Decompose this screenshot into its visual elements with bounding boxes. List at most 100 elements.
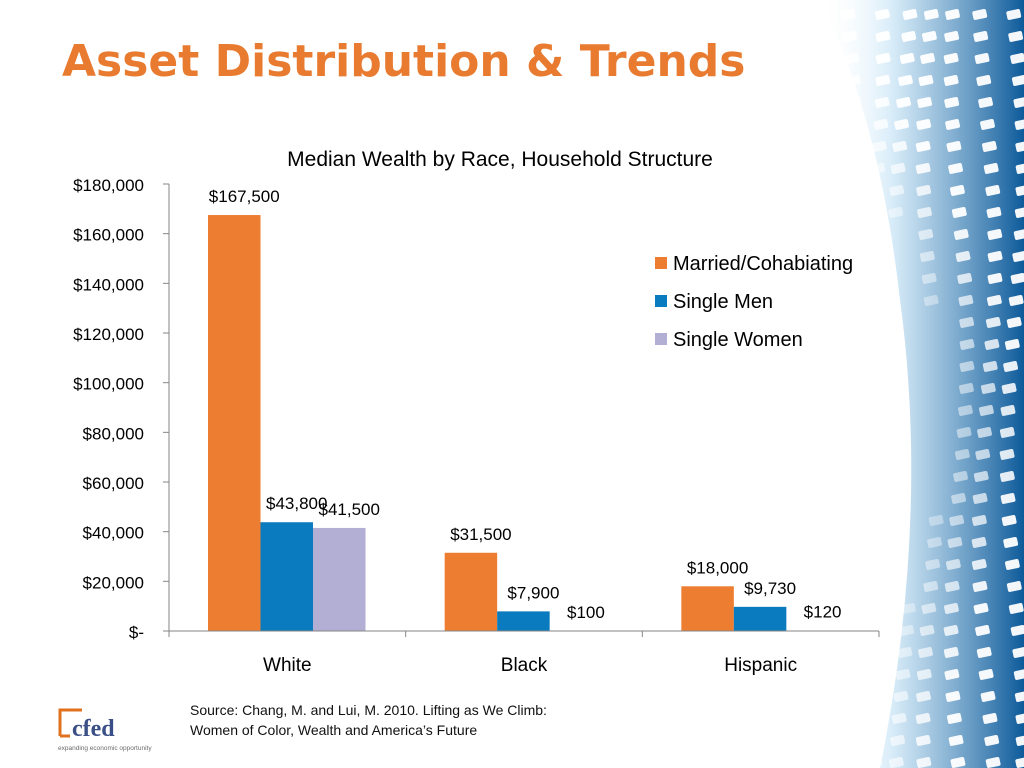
background-tile — [986, 207, 1002, 218]
legend-label: Married/Cohabiating — [673, 253, 853, 275]
background-tile — [868, 185, 884, 196]
background-tile — [895, 669, 911, 680]
chart-title: Median Wealth by Race, Household Structu… — [287, 148, 713, 171]
background-tile — [873, 691, 888, 702]
background-tile — [987, 251, 1003, 262]
background-tile — [959, 317, 975, 328]
background-tile — [890, 735, 906, 746]
x-category-label: Black — [501, 655, 548, 676]
background-tile — [1001, 383, 1017, 394]
background-tile — [923, 295, 939, 306]
background-tile — [971, 515, 987, 526]
background-tile — [959, 361, 975, 372]
background-tile — [987, 273, 1003, 284]
background-tile — [917, 97, 933, 108]
background-tile — [953, 471, 968, 482]
background-tile — [959, 383, 974, 394]
background-tile — [1014, 207, 1024, 218]
background-tile — [972, 493, 988, 504]
background-tile — [1010, 273, 1024, 284]
data-label: $7,900 — [507, 583, 559, 602]
background-tile — [889, 185, 905, 196]
logo-wordmark: cfed — [72, 716, 115, 742]
background-tile — [915, 141, 931, 152]
legend-swatch — [655, 257, 667, 269]
background-tile — [901, 31, 917, 42]
background-tile — [948, 163, 963, 174]
background-tile — [945, 9, 960, 20]
background-tile — [894, 119, 909, 130]
background-tile — [871, 141, 887, 152]
bar-white-2 — [260, 522, 313, 631]
background-tile — [999, 471, 1015, 482]
background-tile — [919, 625, 935, 636]
background-tile — [943, 53, 959, 64]
background-tile — [945, 559, 961, 570]
background-tile — [874, 97, 890, 108]
background-tile — [1008, 603, 1024, 614]
background-tile — [980, 383, 996, 394]
data-label: $43,800 — [266, 494, 327, 513]
background-tile — [842, 31, 858, 42]
y-tick-label: $20,000 — [83, 573, 144, 592]
data-label: $41,500 — [319, 500, 380, 519]
background-tile — [1012, 251, 1024, 262]
background-tile — [974, 53, 990, 64]
x-category-label: White — [263, 655, 312, 676]
background-tile — [949, 515, 965, 526]
logo-tagline: expanding economic opportunity — [58, 745, 152, 752]
background-tile — [980, 119, 995, 130]
background-tile — [845, 75, 861, 86]
y-tick-label: $80,000 — [83, 424, 144, 443]
background-tile — [975, 449, 991, 460]
background-tile — [1015, 185, 1024, 196]
background-tile — [892, 141, 908, 152]
background-tile — [943, 647, 959, 658]
background-tile — [896, 97, 911, 108]
background-tile — [971, 537, 987, 548]
background-tile — [1000, 405, 1016, 416]
background-tile — [979, 405, 994, 416]
background-tile — [840, 9, 856, 20]
background-tile — [847, 119, 863, 130]
y-tick-label: $40,000 — [83, 524, 144, 543]
background-tile — [1003, 361, 1019, 372]
background-tile — [916, 185, 932, 196]
y-tick-label: $140,000 — [73, 275, 144, 294]
slide-title: Asset Distribution & Trends — [62, 36, 746, 87]
background-tile — [927, 537, 942, 548]
background-tile — [943, 75, 959, 86]
background-tile — [900, 603, 916, 614]
background-tile — [1015, 757, 1024, 768]
background-tile — [978, 669, 994, 680]
background-tile — [976, 75, 992, 86]
background-tile — [1010, 625, 1024, 636]
background-tile — [918, 647, 933, 658]
background-tile — [985, 317, 1001, 328]
background-tile — [918, 229, 934, 240]
background-tile — [944, 97, 960, 108]
background-tile — [954, 449, 970, 460]
background-tile — [947, 537, 963, 548]
background-tile — [984, 735, 1000, 746]
y-tick-label: $- — [129, 623, 144, 642]
background-tile — [875, 53, 891, 64]
legend-swatch — [655, 295, 667, 307]
background-tile — [899, 625, 915, 636]
background-tile — [999, 427, 1015, 438]
background-tile — [1006, 9, 1022, 20]
background-tile — [1006, 317, 1022, 328]
background-tile — [973, 603, 989, 614]
background-tile — [888, 757, 904, 768]
background-tile — [844, 53, 860, 64]
background-tile — [986, 295, 1002, 306]
background-tile — [921, 31, 937, 42]
y-tick-label: $160,000 — [73, 226, 144, 245]
background-tile — [957, 273, 973, 284]
background-tile — [977, 427, 992, 438]
background-tile — [1015, 713, 1024, 724]
data-label: $31,500 — [450, 525, 511, 544]
